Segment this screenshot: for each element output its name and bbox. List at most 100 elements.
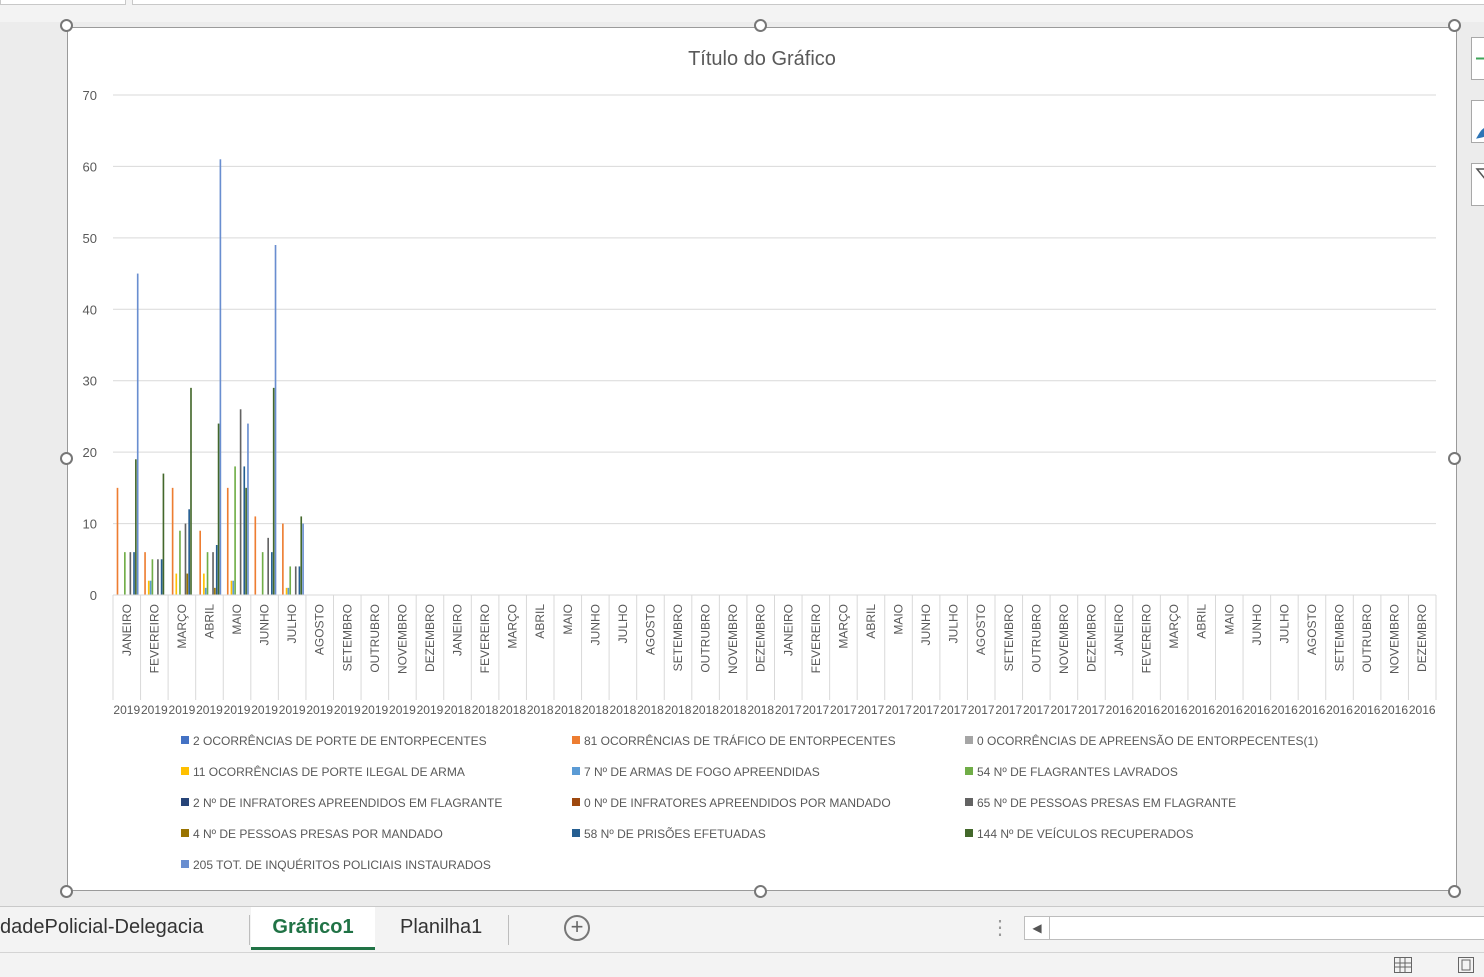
bar[interactable] — [254, 516, 257, 595]
bar[interactable] — [171, 487, 174, 595]
series-1[interactable] — [116, 487, 284, 595]
bar[interactable] — [245, 487, 247, 595]
series-12[interactable] — [136, 159, 304, 596]
more-options-icon[interactable]: ⋮ — [990, 917, 1010, 939]
chart-elements-button[interactable] — [1471, 37, 1484, 80]
bar[interactable] — [199, 530, 201, 595]
bar[interactable] — [147, 580, 150, 595]
bar[interactable] — [230, 580, 233, 595]
tab-grafico1[interactable]: Gráfico1 — [251, 907, 375, 950]
chart-area[interactable]: Título do Gráfico 0 10 20 30 40 50 60 70 JANEIR… — [67, 27, 1484, 891]
resize-handle-bottom[interactable] — [754, 885, 767, 898]
legend-entry[interactable]: 7 Nº DE ARMAS DE FOGO APREENDIDAS — [572, 765, 820, 779]
bar[interactable] — [184, 523, 187, 595]
bar[interactable] — [179, 530, 181, 595]
legend-entry[interactable]: 81 OCORRÊNCIAS DE TRÁFICO DE ENTORPECENT… — [572, 733, 896, 748]
bar[interactable] — [271, 552, 273, 595]
bar[interactable] — [294, 566, 297, 595]
legend-entry[interactable]: 205 TOT. DE INQUÉRITOS POLICIAIS INSTAUR… — [181, 857, 491, 872]
bar[interactable] — [160, 559, 163, 595]
resize-handle-right[interactable] — [1448, 452, 1461, 465]
bar[interactable] — [243, 466, 246, 595]
bar[interactable] — [186, 573, 189, 595]
legend-entry[interactable]: 0 OCORRÊNCIAS DE APREENSÃO DE ENTORPECEN… — [965, 733, 1318, 748]
bar[interactable] — [226, 487, 229, 595]
series-9[interactable] — [186, 573, 216, 595]
bar[interactable] — [203, 573, 205, 595]
legend-entry[interactable]: 4 Nº DE PESSOAS PRESAS POR MANDADO — [181, 827, 443, 841]
page-layout-icon[interactable] — [1458, 957, 1474, 973]
bar[interactable] — [298, 566, 301, 595]
bar[interactable] — [219, 159, 222, 596]
bar[interactable] — [215, 545, 218, 595]
normal-view-icon[interactable] — [1394, 957, 1412, 973]
bar[interactable] — [151, 559, 154, 595]
plus-circle-icon[interactable]: + — [564, 915, 590, 941]
bar[interactable] — [302, 523, 304, 595]
series-5[interactable] — [124, 466, 292, 595]
legend-entry[interactable]: 11 OCORRÊNCIAS DE PORTE ILEGAL DE ARMA — [181, 764, 465, 779]
bar[interactable] — [234, 466, 236, 595]
bar[interactable] — [282, 523, 284, 595]
bar[interactable] — [175, 573, 178, 595]
bar[interactable] — [285, 587, 288, 595]
bar[interactable] — [124, 552, 126, 595]
bar[interactable] — [247, 423, 249, 595]
series-4[interactable] — [149, 580, 290, 595]
bar[interactable] — [272, 387, 275, 595]
bar[interactable] — [287, 587, 290, 595]
bar[interactable] — [206, 552, 209, 595]
tab-delegacia[interactable]: dadePolicial-Delegacia — [0, 916, 204, 938]
bar[interactable] — [214, 587, 216, 595]
horizontal-scrollbar[interactable]: ◀ — [1024, 916, 1484, 940]
legend-entry[interactable]: 54 Nº DE FLAGRANTES LAVRADOS — [965, 765, 1178, 779]
resize-handle-left[interactable] — [60, 452, 73, 465]
x-month-label: NOVEMBRO — [395, 604, 409, 674]
legend-entry[interactable]: 58 Nº DE PRISÕES EFETUADAS — [572, 826, 766, 841]
chart-title[interactable]: Título do Gráfico — [688, 48, 836, 70]
bar[interactable] — [212, 552, 214, 595]
bar[interactable] — [232, 580, 235, 595]
bar[interactable] — [300, 516, 303, 595]
resize-handle-top-right[interactable] — [1448, 19, 1461, 32]
series-3[interactable] — [147, 573, 288, 595]
legend-entry[interactable]: 0 Nº DE INFRATORES APREENDIDOS POR MANDA… — [572, 796, 891, 810]
bar[interactable] — [217, 423, 220, 595]
name-box-edge[interactable] — [0, 0, 126, 5]
bar[interactable] — [136, 273, 139, 595]
bar[interactable] — [289, 566, 292, 595]
resize-handle-top[interactable] — [754, 19, 767, 32]
bar[interactable] — [204, 587, 207, 595]
chart-filters-button[interactable] — [1471, 163, 1484, 206]
legend[interactable]: 2 OCORRÊNCIAS DE PORTE DE ENTORPECENTES 8… — [181, 733, 1318, 872]
tab-planilha1[interactable]: Planilha1 — [400, 916, 483, 938]
bar[interactable] — [135, 459, 137, 595]
bar[interactable] — [149, 580, 152, 595]
scroll-left-icon[interactable]: ◀ — [1025, 917, 1050, 939]
bar[interactable] — [157, 559, 159, 595]
bar[interactable] — [188, 509, 190, 595]
series-11[interactable] — [135, 387, 303, 595]
series-10[interactable] — [133, 466, 301, 595]
bar[interactable] — [116, 487, 119, 595]
series-8[interactable] — [129, 409, 297, 595]
legend-entry[interactable]: 65 Nº DE PESSOAS PRESAS EM FLAGRANTE — [965, 796, 1236, 810]
bar[interactable] — [133, 552, 135, 595]
bar[interactable] — [129, 552, 132, 595]
formula-input-edge[interactable] — [132, 0, 1484, 5]
legend-label: 81 OCORRÊNCIAS DE TRÁFICO DE ENTORPECENT… — [584, 733, 896, 748]
resize-handle-bottom-right[interactable] — [1448, 885, 1461, 898]
bar[interactable] — [162, 473, 165, 595]
resize-handle-top-left[interactable] — [60, 19, 73, 32]
chart-styles-button[interactable] — [1471, 100, 1484, 143]
bar[interactable] — [190, 387, 192, 595]
bar[interactable] — [144, 552, 146, 595]
bar[interactable] — [261, 552, 264, 595]
bar[interactable] — [267, 537, 269, 595]
bar[interactable] — [274, 245, 277, 595]
resize-handle-bottom-left[interactable] — [60, 885, 73, 898]
legend-entry[interactable]: 2 Nº DE INFRATORES APREENDIDOS EM FLAGRA… — [181, 796, 502, 810]
bar[interactable] — [239, 409, 242, 595]
legend-entry[interactable]: 2 OCORRÊNCIAS DE PORTE DE ENTORPECENTES — [181, 733, 487, 748]
legend-entry[interactable]: 144 Nº DE VEÍCULOS RECUPERADOS — [965, 826, 1193, 841]
